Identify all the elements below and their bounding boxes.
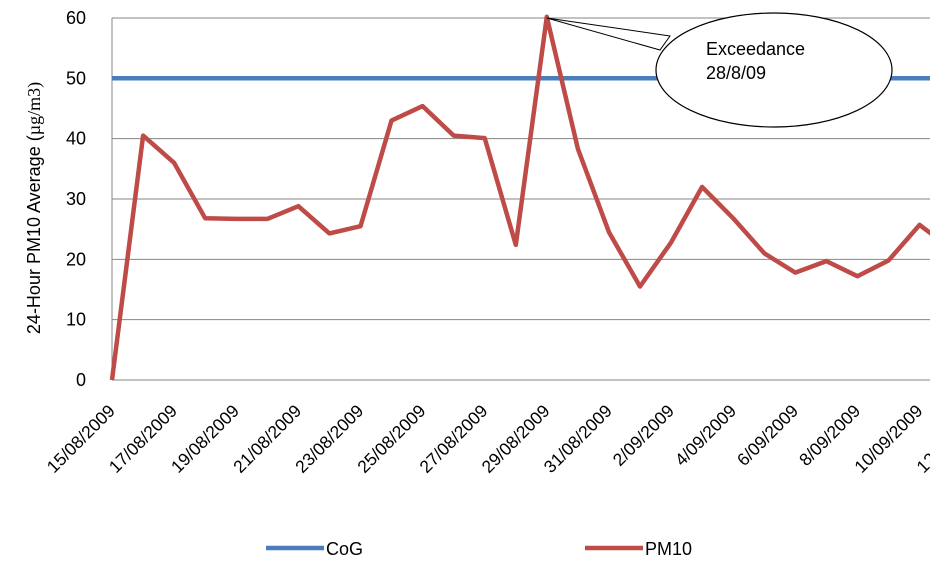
callout-bubble (655, 12, 893, 128)
y-tick-label: 50 (66, 68, 86, 88)
y-tick-label: 30 (66, 189, 86, 209)
y-tick-labels: 0 10 20 30 40 50 60 (66, 8, 86, 390)
legend-item-cog: CoG (266, 539, 363, 559)
y-axis-title-unit: µg/m3 (24, 88, 44, 135)
x-tick-label: 31/08/2009 (540, 401, 616, 477)
legend-label-cog: CoG (326, 539, 363, 559)
y-tick-label: 40 (66, 129, 86, 149)
legend-item-pm10: PM10 (585, 539, 692, 559)
y-axis-title-part-1: 24-Hour PM10 Average ( (24, 135, 44, 334)
callout-line-2: 28/8/09 (706, 63, 766, 83)
callout-line-1: Exceedance (706, 39, 805, 59)
x-tick-label: 6/09/2009 (733, 401, 802, 470)
callout-pointer (546, 17, 671, 51)
exceedance-callout: Exceedance 28/8/09 (546, 12, 893, 128)
y-axis-title-part-3: ) (24, 82, 45, 88)
x-tick-label: 4/09/2009 (671, 401, 740, 470)
x-tick-label: 2/09/2009 (609, 401, 678, 470)
legend-label-pm10: PM10 (645, 539, 692, 559)
y-axis-title: 24-Hour PM10 Average (µg/m3) (24, 82, 45, 334)
y-tick-label: 60 (66, 8, 86, 28)
series-line-pm10 (109, 14, 930, 381)
y-tick-label: 10 (66, 310, 86, 330)
x-tick-labels: 15/08/200917/08/200919/08/200921/08/2009… (43, 401, 930, 477)
y-tick-label: 20 (66, 249, 86, 269)
y-tick-label: 0 (76, 370, 86, 390)
legend: CoG PM10 (266, 539, 692, 559)
